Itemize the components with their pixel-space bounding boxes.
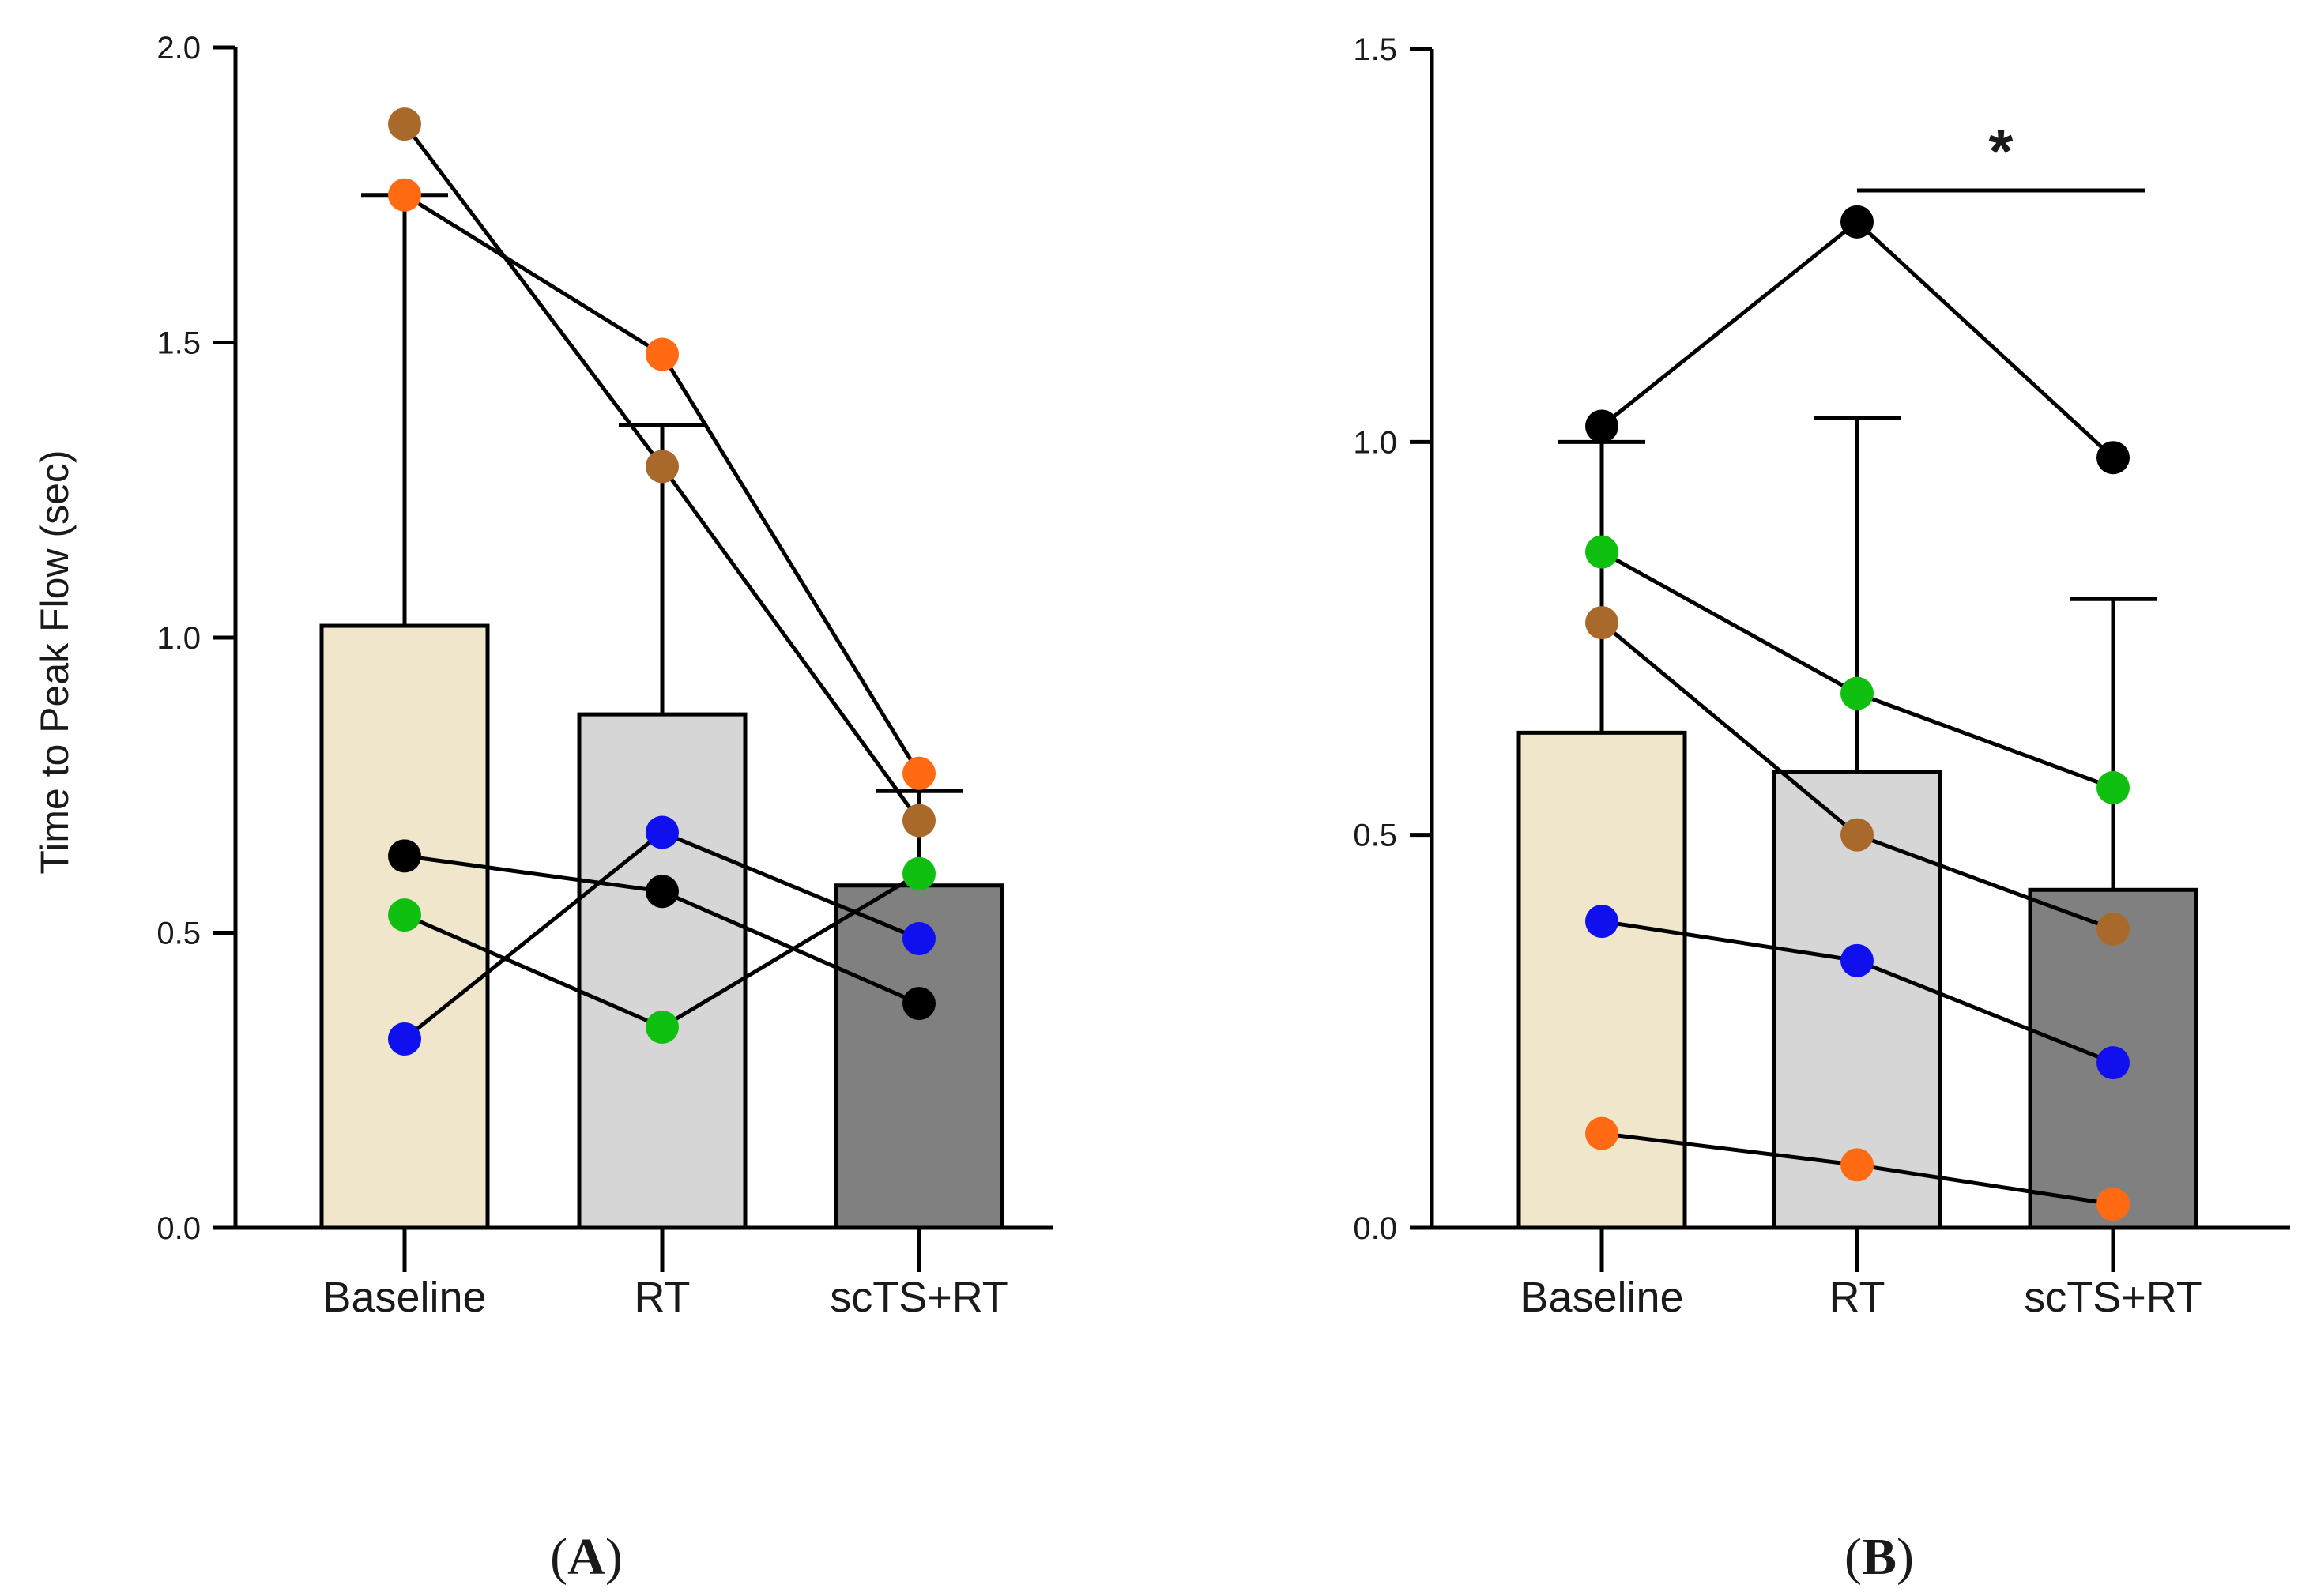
- panel-a: Time to Peak Flow (sec) 0.0 0.5 1.0 1.5 2.0 B…: [32, 31, 1053, 1586]
- panel-a-point-blue: [902, 921, 936, 955]
- panel-b-axes: [1410, 47, 2290, 1272]
- panel-b-x-tick-label: scTS+RT: [2024, 1274, 2202, 1321]
- panel-b-subject-line-orange: [1601, 1131, 1858, 1167]
- panel-a-point-orange: [902, 756, 936, 790]
- panel-b-y-tick-label: 0.0: [1353, 1211, 1397, 1246]
- panel-b-point-blue: [1585, 905, 1618, 939]
- panel-b-point-green: [2096, 770, 2130, 804]
- panel-b-significance-label: *: [1988, 116, 2014, 186]
- panel-b-subject-line-brown: [1600, 621, 1859, 837]
- panel-a-point-orange: [388, 178, 421, 212]
- panel-b: 0.0 0.5 1.0 1.5 Baseline RT scTS+RT * (B): [1353, 32, 2290, 1586]
- panel-b-significance: *: [1857, 116, 2145, 193]
- panel-a-point-black: [902, 987, 936, 1021]
- panel-a-subject-line-black: [661, 889, 921, 1006]
- panel-b-x-tick-label: RT: [1829, 1274, 1885, 1321]
- panel-a-x-tick-label: RT: [634, 1274, 690, 1321]
- panel-b-bar-baseline: [1516, 730, 1687, 1230]
- panel-a-subject-line-blue: [403, 830, 664, 1041]
- panel-b-subject-line-brown: [1856, 833, 2114, 932]
- panel-b-point-orange: [1840, 1148, 1874, 1182]
- panel-a-point-black: [646, 875, 679, 909]
- panel-a-axes: [213, 45, 1053, 1272]
- panel-b-y-tick-label: 1.5: [1353, 32, 1397, 67]
- panel-a-y-tick-label: 1.5: [156, 326, 201, 361]
- panel-b-point-black: [1840, 205, 1874, 239]
- panel-b-y-tick-label: 1.0: [1353, 425, 1397, 460]
- panel-b-x-tick-label: Baseline: [1520, 1274, 1683, 1321]
- panel-a-y-tick-label: 0.0: [156, 1211, 201, 1246]
- panel-a-point-orange: [646, 337, 679, 371]
- panel-a-point-brown: [902, 804, 936, 838]
- panel-a-subject-line-brown: [660, 465, 921, 822]
- panel-b-point-blue: [1840, 943, 1874, 977]
- panel-a-subject-line-black: [404, 853, 663, 894]
- panel-a-point-green: [902, 856, 936, 890]
- panel-a-point-brown: [646, 450, 679, 484]
- panel-a-y-tick-label: 0.5: [156, 917, 201, 951]
- panel-b-point-orange: [2096, 1188, 2130, 1221]
- panel-a-y-tick-label: 1.0: [156, 621, 201, 656]
- panel-a-bars: [319, 623, 1004, 1230]
- panel-a-y-tick-label: 2.0: [156, 31, 201, 66]
- panel-a-point-green: [646, 1011, 679, 1045]
- panel-b-point-black: [2096, 441, 2130, 475]
- panel-b-subject-line-orange: [1856, 1162, 2114, 1206]
- panel-a-subject-line-green: [661, 871, 921, 1029]
- panel-a-subject-points: [388, 107, 936, 1056]
- panel-b-point-black: [1585, 409, 1618, 443]
- panel-b-point-brown: [1585, 606, 1618, 640]
- panel-b-point-brown: [2096, 913, 2130, 947]
- panel-b-subject-points: [1585, 205, 2130, 1221]
- panel-b-subject-line-black: [1600, 220, 1859, 428]
- panel-a-subject-line-green: [404, 913, 663, 1029]
- panel-a-x-tick-label: scTS+RT: [830, 1274, 1008, 1321]
- panel-b-point-green: [1585, 535, 1618, 569]
- panel-a-bar-rt: [577, 712, 748, 1230]
- panel-a-ylabel: Time to Peak Flow (sec): [32, 450, 77, 874]
- panel-a-point-green: [388, 898, 421, 932]
- panel-b-subject-line-blue: [1601, 919, 1858, 963]
- panel-b-subject-line-black: [1855, 220, 2115, 460]
- panel-b-point-brown: [1840, 818, 1874, 852]
- panel-b-subject-line-blue: [1856, 958, 2114, 1065]
- panel-b-subject-line-green: [1600, 550, 1859, 695]
- panel-a-point-blue: [388, 1022, 421, 1056]
- panel-a-subject-line-brown: [403, 122, 664, 468]
- panel-b-point-green: [1840, 676, 1874, 710]
- panel-a-point-blue: [646, 815, 679, 849]
- panel-a-subject-lines: [403, 122, 921, 1041]
- panel-a-tick-labels: 0.0 0.5 1.0 1.5 2.0 Baseline RT scTS+RT: [156, 31, 1008, 1321]
- panel-a-subject-line-blue: [661, 830, 920, 941]
- panel-b-subject-lines: [1600, 220, 2115, 1206]
- panel-a-x-tick-label: Baseline: [322, 1274, 486, 1321]
- panel-a-subject-line-orange: [660, 353, 921, 775]
- panel-b-tick-labels: 0.0 0.5 1.0 1.5 Baseline RT scTS+RT: [1353, 32, 2202, 1321]
- panel-b-y-tick-label: 0.5: [1353, 819, 1397, 853]
- panel-b-point-blue: [2096, 1046, 2130, 1080]
- panel-b-error-bars: [1558, 416, 2157, 890]
- panel-a-subject-line-orange: [403, 193, 664, 356]
- panel-b-point-orange: [1585, 1116, 1618, 1150]
- panel-a-label: (A): [550, 1528, 623, 1586]
- panel-b-label: (B): [1844, 1528, 1914, 1586]
- panel-a-point-black: [388, 839, 421, 873]
- panel-a-point-brown: [388, 107, 421, 141]
- panel-b-subject-line-green: [1856, 691, 2114, 790]
